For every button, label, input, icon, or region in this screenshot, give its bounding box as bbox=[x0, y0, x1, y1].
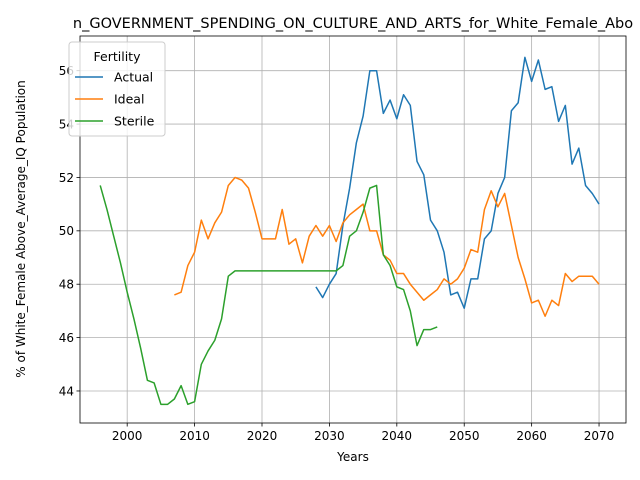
x-tick-label: 2070 bbox=[584, 429, 615, 443]
series-lines bbox=[99, 56, 600, 406]
y-tick-label: 50 bbox=[59, 224, 74, 238]
legend-items: Actual Ideal Sterile bbox=[75, 70, 155, 129]
chart-title: n_GOVERNMENT_SPENDING_ON_CULTURE_AND_ART… bbox=[73, 16, 633, 32]
x-tick-label: 2050 bbox=[449, 429, 480, 443]
y-tick-label: 46 bbox=[59, 331, 74, 345]
x-tick-label: 2010 bbox=[179, 429, 210, 443]
legend-label-actual: Actual bbox=[114, 70, 153, 85]
x-axis-title: Years bbox=[336, 450, 369, 464]
y-tick-label: 48 bbox=[59, 278, 74, 292]
series-line-sterile bbox=[99, 184, 438, 406]
plot-background bbox=[80, 36, 626, 423]
plot-frame bbox=[79, 35, 627, 424]
x-tick-label: 2060 bbox=[516, 429, 547, 443]
legend-title: Fertility bbox=[94, 49, 142, 64]
y-axis-title: % of White_Female Above_Average_IQ Popul… bbox=[14, 80, 28, 377]
legend: Fertility Actual Ideal Sterile bbox=[68, 41, 166, 137]
x-tick-label: 2000 bbox=[112, 429, 143, 443]
legend-label-sterile: Sterile bbox=[114, 114, 155, 129]
series-line-actual bbox=[315, 56, 600, 309]
legend-label-ideal: Ideal bbox=[114, 92, 144, 107]
x-axis-ticks: 2000 2010 2020 2030 2040 2050 2060 2070 bbox=[112, 423, 614, 443]
x-tick-label: 2040 bbox=[382, 429, 413, 443]
x-tick-label: 2020 bbox=[247, 429, 278, 443]
legend-box bbox=[68, 41, 166, 137]
y-tick-label: 52 bbox=[59, 171, 74, 185]
y-gridlines bbox=[80, 70, 626, 392]
series-line-ideal bbox=[174, 176, 600, 317]
x-tick-label: 2030 bbox=[314, 429, 345, 443]
y-tick-label: 44 bbox=[59, 384, 74, 398]
